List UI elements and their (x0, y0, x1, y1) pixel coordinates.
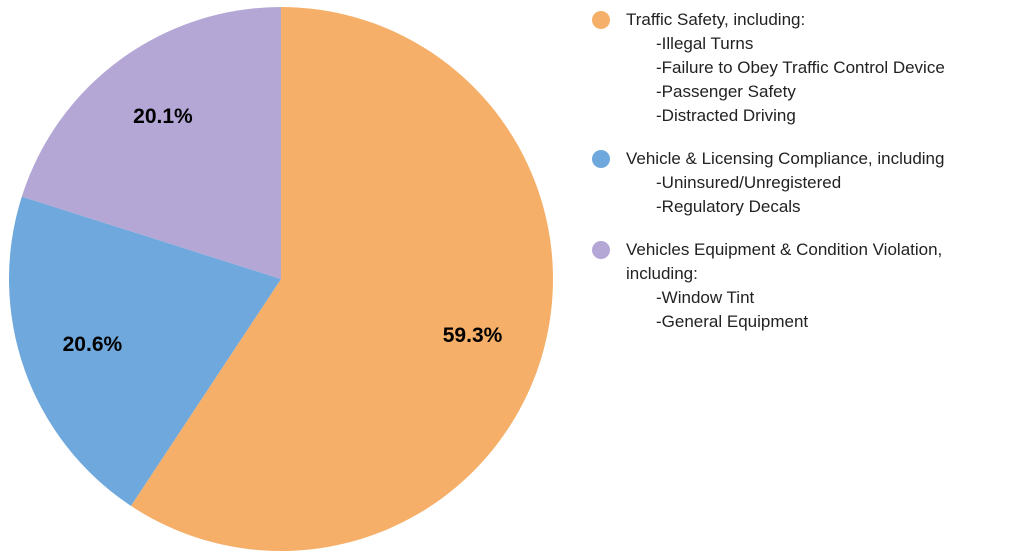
legend-marker (592, 150, 610, 168)
legend-marker (592, 11, 610, 29)
slice-label: 59.3% (443, 324, 503, 347)
legend-detail: -Illegal Turns (656, 34, 754, 53)
legend: Traffic Safety, including: -Illegal Turns… (592, 8, 1016, 353)
legend-entry: Traffic Safety, including: -Illegal Turns… (592, 8, 1016, 128)
pie-slice (130, 7, 553, 551)
chart: 59.3% 20.6% 20.1% (8, 7, 553, 551)
legend-label: Vehicles Equipment & Condition Violation… (626, 240, 943, 283)
legend-detail: -Passenger Safety (656, 82, 796, 101)
legend-detail: -Distracted Driving (656, 106, 796, 125)
legend-entry: Vehicles Equipment & Condition Violation… (592, 238, 1016, 334)
legend-label: Traffic Safety, including: (626, 10, 806, 29)
legend-label: Vehicle & Licensing Compliance, includin… (626, 149, 945, 168)
legend-entry: Vehicle & Licensing Compliance, includin… (592, 147, 1016, 219)
pie-slice (8, 196, 281, 506)
pie-slice (21, 7, 282, 279)
legend-detail: -Regulatory Decals (656, 197, 801, 216)
legend-detail: -Window Tint (656, 288, 755, 307)
legend-detail: -Uninsured/Unregistered (656, 173, 842, 192)
legend-detail: -General Equipment (656, 312, 809, 331)
legend-marker (592, 241, 610, 259)
slice-label: 20.6% (63, 333, 123, 356)
legend-detail: -Failure to Obey Traffic Control Device (656, 58, 945, 77)
slice-label: 20.1% (133, 105, 193, 128)
